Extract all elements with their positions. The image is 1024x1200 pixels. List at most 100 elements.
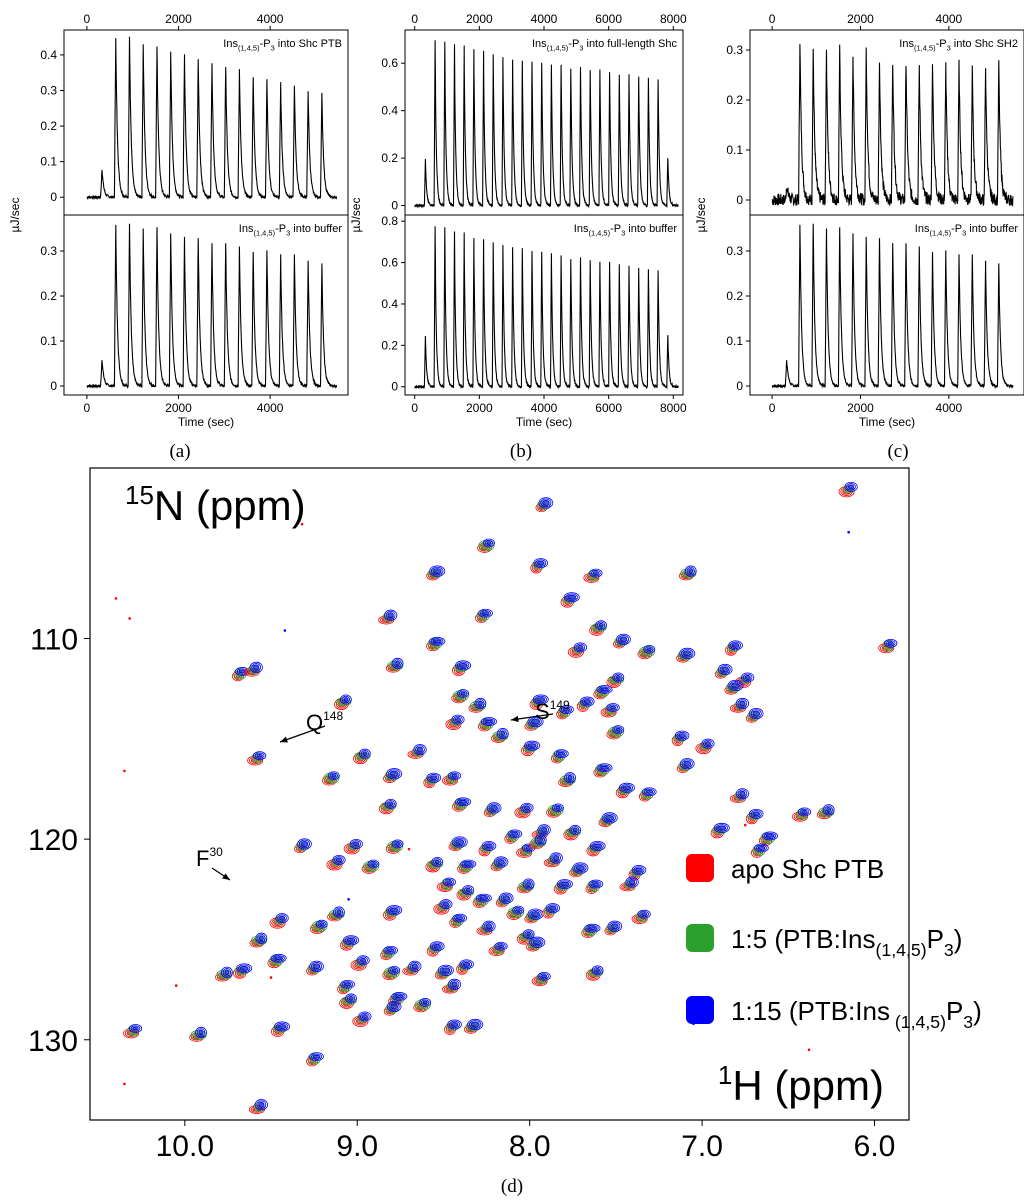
peak-contour-blue [762,831,779,841]
peak-contour-blue [618,782,635,793]
top-axis-tick-label: 0 [411,12,418,26]
peak-contour-blue [567,594,577,600]
peak-contour-blue [298,839,310,849]
peak-contour-blue [593,843,603,849]
nmr-peak [560,592,580,608]
nmr-peak [247,751,267,766]
nmr-peak [327,906,345,922]
lower-trace-annotation: Ins(1,4,5)-P3 into buffer [574,223,678,237]
peak-contour-blue [481,611,490,616]
peak-contour-blue [617,635,629,644]
peak-contour-blue [454,717,461,722]
peak-contour-blue [752,710,760,717]
peak-contour-blue [681,649,694,658]
peak-contour-blue [336,909,342,916]
peak-contour-blue [524,930,533,938]
peak-contour-blue [529,909,542,919]
y-axis-tick-label: 0.8 [381,214,398,228]
peak-contour-blue [331,773,337,778]
peak-contour-blue [715,824,728,832]
peak-contour-blue [737,789,748,799]
peak-contour-blue [609,921,621,931]
upper-trace-annotation: Ins(1,4,5)-P3 into Shc SH2 [899,38,1018,52]
peak-contour-blue [731,642,740,648]
nmr-peak [352,1011,372,1027]
peak-contour-blue [612,725,625,735]
peak-contour-blue [728,640,743,651]
peak-contour-blue [527,743,537,749]
peak-contour-blue [848,484,855,490]
nmr-peak [243,661,263,677]
x-axis-tick-label: 6.0 [854,1130,896,1163]
peak-contour-green [406,963,419,974]
peak-contour-blue [526,881,531,888]
peak-contour-blue [643,644,656,654]
peak-contour-blue [417,746,424,753]
peak-contour-blue [385,610,396,620]
nmr-peak [600,703,620,718]
y-axis-tick-label: 0.6 [381,256,398,270]
peak-contour-blue [742,673,753,682]
peak-contour-blue [455,660,472,671]
nmr-peak [434,964,454,980]
upper-thermogram-trace [771,44,1014,208]
lower-trace-annotation: Ins(1,4,5)-P3 into buffer [915,223,1019,237]
peak-contour-blue [333,906,345,918]
y-axis-tick-label: 0.3 [40,244,57,258]
peak-contour-green [446,981,458,992]
peak-contour-blue [391,839,404,849]
nmr-peak [495,892,514,908]
upper-trace-annotation: Ins(1,4,5)-P3 into Shc PTB [223,38,342,52]
nmr-peak [343,838,363,855]
peak-contour-blue [757,846,766,850]
peak-contour-blue [748,707,764,720]
peak-contour-green [383,967,400,979]
peak-contour-blue [456,798,470,805]
peak-contour-blue [433,858,442,866]
peak-contour-blue [686,566,695,576]
peak-contour-blue [579,696,595,707]
top-axis-tick-label: 4000 [531,12,558,26]
peak-contour-blue [614,673,623,682]
peak-contour-blue [731,682,740,689]
peak-contour-blue [386,768,403,780]
y-axis-tick-label: 0.4 [381,297,398,311]
nmr-peak [553,879,573,895]
peak-contour-blue [432,568,442,575]
noise-point [807,1048,811,1052]
nmr-peak [423,772,442,789]
peak-contour-blue [565,593,578,601]
nmr-peak [378,609,398,625]
peak-contour-blue [676,731,688,740]
noise-point [743,823,747,827]
peak-contour-blue [411,963,418,970]
peak-contour-blue [524,740,541,751]
peak-contour-blue [277,914,287,922]
peak-contour-blue [451,773,458,778]
peak-contour-blue [885,640,896,647]
peak-contour-blue [251,663,262,672]
nmr-peak [425,857,444,873]
legend-swatch [686,854,714,882]
peak-contour-blue [461,960,473,969]
peak-contour-blue [571,826,580,834]
peak-contour-blue [538,497,554,509]
peak-contour-blue [498,944,505,949]
y-axis-tick-label: 0 [391,380,398,394]
peak-contour-blue [311,962,323,971]
peak-contour-blue [447,771,462,781]
nmr-peak [477,538,495,553]
peak-contour-blue [275,913,289,924]
nmr-peak [710,822,730,839]
nmr-peak [456,959,474,975]
nmr-peak [326,855,346,871]
peak-contour-blue [511,832,519,836]
peak-contour-blue [236,963,253,974]
peak-contour-green [480,541,493,550]
peak-contour-blue [713,822,730,833]
nmr-peak [407,744,427,759]
nmr-peak [483,802,502,818]
peak-contour-blue [555,750,567,757]
nmr-peak [546,803,564,818]
y-axis-label: µJ/sec [349,198,363,233]
